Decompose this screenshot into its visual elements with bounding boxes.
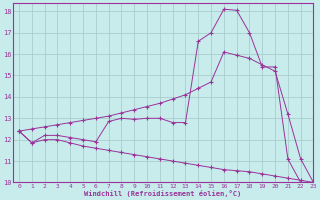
X-axis label: Windchill (Refroidissement éolien,°C): Windchill (Refroidissement éolien,°C): [84, 190, 242, 197]
